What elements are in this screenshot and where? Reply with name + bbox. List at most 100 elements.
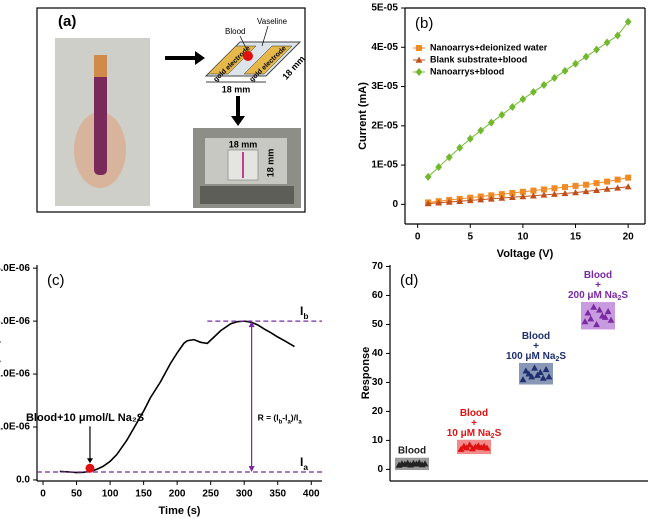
panel-a-frame — [36, 7, 306, 213]
marker — [509, 189, 516, 196]
marker — [614, 184, 622, 191]
x-axis-label: Time (s) — [159, 505, 201, 517]
y-tick-label: 10 — [372, 435, 384, 446]
panel-label: (a) — [58, 13, 76, 30]
y-tick-label: 3.0E-06 — [0, 316, 30, 327]
legend-marker — [415, 68, 423, 76]
group-label-part: S — [495, 427, 502, 438]
reference-label: Ia — [300, 455, 308, 472]
x-tick-label: 15 — [570, 232, 582, 243]
vaseline-label: Vaseline — [257, 17, 288, 26]
response-point — [587, 315, 595, 322]
reference-label-part: b — [303, 311, 308, 321]
arrowhead — [195, 51, 205, 65]
group-label-part: 2 — [555, 356, 559, 363]
marker — [498, 191, 505, 198]
marker — [572, 189, 579, 196]
y-tick-label: 2E-05 — [371, 120, 398, 131]
y-tick-label: 0 — [392, 199, 398, 210]
marker — [593, 180, 600, 187]
arrowhead — [248, 466, 255, 472]
reference-label-part: a — [303, 462, 308, 472]
x-tick-label: 350 — [269, 489, 286, 500]
y-tick-label: 50 — [372, 319, 384, 330]
y-tick-label: 1E-05 — [371, 160, 398, 171]
x-tick-label: 10 — [517, 232, 529, 243]
pointer — [239, 35, 248, 51]
group-label: + — [595, 280, 601, 291]
marker — [603, 185, 611, 192]
response-point — [607, 316, 615, 323]
response-point — [519, 376, 527, 383]
x-tick-label: 150 — [135, 489, 152, 500]
electrode — [243, 45, 293, 75]
marker — [614, 31, 622, 40]
group-label: Blood — [522, 331, 550, 342]
marker — [604, 178, 611, 185]
marker — [572, 182, 579, 189]
marker — [561, 189, 569, 197]
marker — [477, 126, 485, 135]
marker — [551, 185, 558, 192]
arrowhead — [86, 458, 93, 464]
marker — [488, 192, 495, 199]
annotation-point — [85, 463, 95, 473]
legend-label: Nanoarrys+blood — [430, 66, 504, 76]
legend-label: Nanoarrys+deionized water — [430, 42, 548, 52]
group-label: 10 μM Na2S — [447, 427, 502, 440]
response-point — [593, 321, 600, 328]
marker — [445, 153, 453, 162]
response-point — [601, 313, 609, 320]
group-label-part: 200 μM Na — [568, 290, 618, 301]
marker — [551, 190, 558, 197]
x-axis-label: Voltage (V) — [497, 248, 554, 260]
group-label-part: + — [471, 417, 477, 428]
blood-label: Blood — [225, 27, 245, 36]
y-tick-label: 20 — [372, 406, 384, 417]
marker — [582, 188, 590, 195]
marker — [466, 197, 474, 204]
group-label-part: Blood — [522, 331, 550, 342]
x-tick-label: 100 — [102, 489, 119, 500]
current-curve — [59, 320, 295, 474]
panel-label: (d) — [400, 272, 418, 289]
marker — [530, 187, 537, 194]
marker — [593, 45, 600, 54]
marker — [519, 188, 526, 195]
y-tick-label: 4E-05 — [371, 42, 398, 53]
marker — [424, 200, 432, 207]
response-point — [525, 370, 533, 377]
formula-part: R = (I — [258, 413, 279, 423]
panel-label: (b) — [415, 15, 433, 32]
x-tick-label: 400 — [303, 489, 320, 500]
formula-part: )/I — [291, 413, 299, 423]
marker — [593, 186, 600, 193]
group-label-part: Blood — [460, 407, 488, 418]
response-point — [539, 374, 547, 381]
panel-label: (c) — [47, 272, 65, 289]
marker — [540, 191, 548, 198]
y-tick-label: 40 — [372, 348, 384, 359]
response-point — [522, 367, 530, 374]
marker — [625, 174, 632, 181]
response-point — [469, 445, 476, 452]
response-point — [466, 441, 474, 448]
marker — [624, 183, 632, 190]
blood-drop — [243, 51, 253, 61]
y-tick-label: 1.0E-06 — [0, 422, 30, 433]
formula-part: a — [287, 419, 291, 425]
marker — [614, 176, 621, 183]
y-tick-label: 2.0E-06 — [0, 369, 30, 380]
reference-label-part: I — [300, 455, 303, 469]
group-label-part: 10 μM Na — [447, 427, 491, 438]
group-label-part: 100 μM Na — [506, 351, 556, 362]
response-point — [536, 368, 544, 375]
formula-part: b — [279, 419, 283, 425]
response-point — [483, 444, 491, 451]
marker — [624, 17, 632, 26]
marker — [540, 186, 547, 193]
x-tick-label: 250 — [202, 489, 219, 500]
panel-a: (a) gold electrode gold electrode Blood … — [36, 7, 307, 213]
tube-cap — [94, 55, 107, 77]
